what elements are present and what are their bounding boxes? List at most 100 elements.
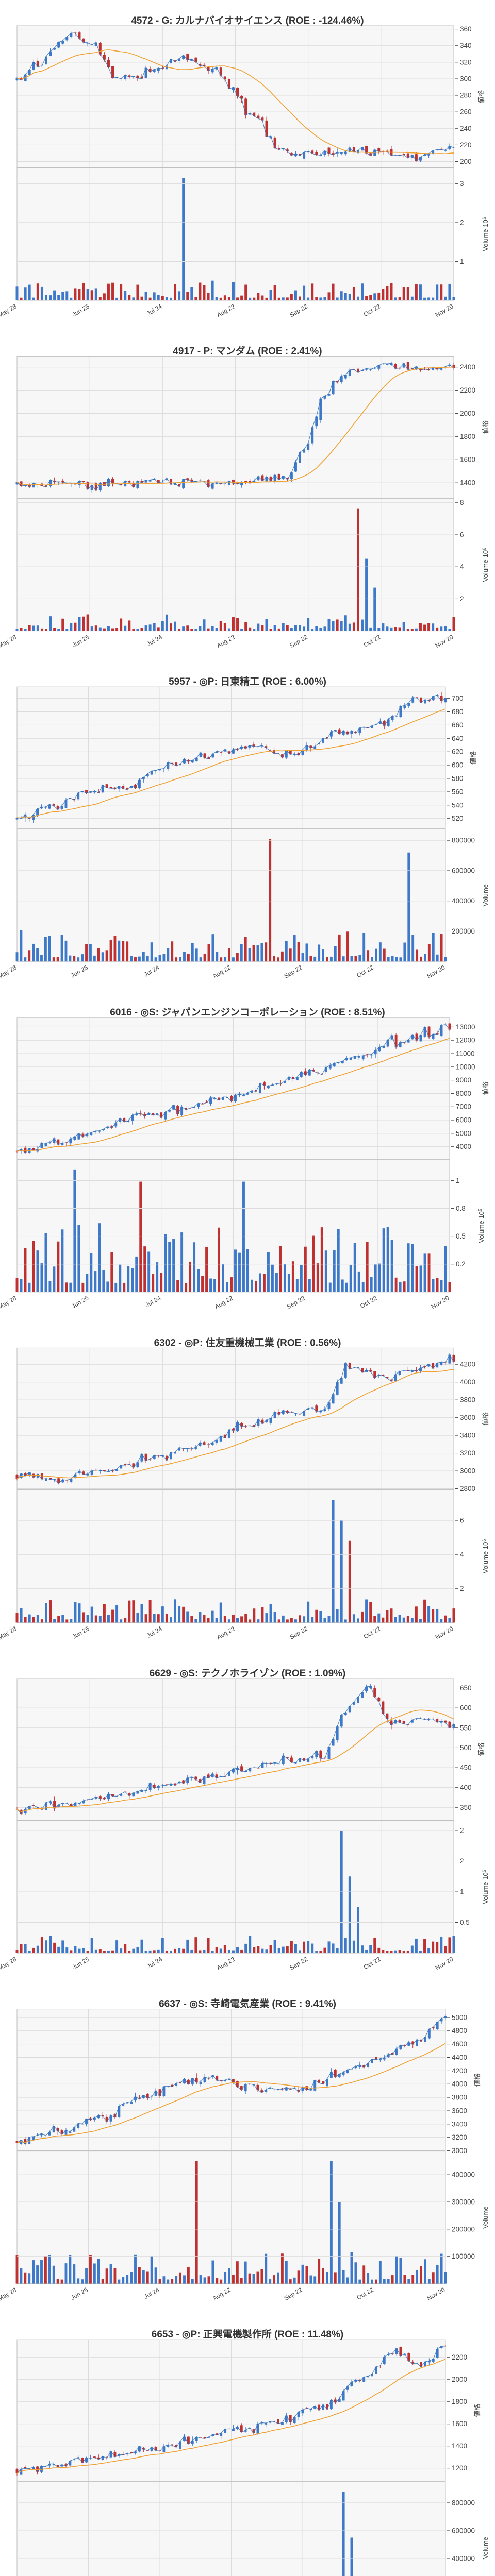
svg-text:320: 320	[460, 58, 472, 66]
svg-text:520: 520	[452, 815, 464, 822]
svg-text:13000: 13000	[456, 1023, 475, 1031]
svg-text:1: 1	[460, 1888, 464, 1896]
svg-text:9000: 9000	[456, 1076, 471, 1084]
svg-text:10000: 10000	[456, 1063, 475, 1071]
svg-text:4200: 4200	[460, 1361, 475, 1368]
svg-text:5000: 5000	[456, 1129, 471, 1137]
svg-text:値格: 値格	[473, 2073, 481, 2087]
svg-text:値格: 値格	[482, 1081, 489, 1095]
svg-text:6653 - ◎P: 正興電機製作所 (ROE : 11.4: 6653 - ◎P: 正興電機製作所 (ROE : 11.48%)	[152, 2328, 343, 2340]
svg-text:Volume: Volume	[482, 2206, 489, 2228]
svg-text:1400: 1400	[452, 2442, 467, 2450]
svg-text:360: 360	[460, 25, 472, 33]
svg-text:540: 540	[452, 801, 464, 809]
svg-text:240: 240	[460, 125, 472, 132]
svg-text:2: 2	[460, 1857, 464, 1865]
svg-text:Volume 106: Volume 106	[482, 1870, 489, 1904]
svg-text:Volume: Volume	[482, 2537, 489, 2559]
svg-text:値格: 値格	[477, 1742, 485, 1756]
svg-text:6: 6	[460, 531, 464, 538]
svg-text:8000: 8000	[456, 1090, 471, 1097]
svg-text:4917 - P: マンダム (ROE : 2.41%): 4917 - P: マンダム (ROE : 2.41%)	[173, 345, 322, 357]
svg-text:2000: 2000	[460, 410, 475, 417]
svg-text:1600: 1600	[452, 2420, 467, 2428]
svg-text:値格: 値格	[482, 1412, 489, 1426]
svg-text:3600: 3600	[460, 1414, 475, 1421]
svg-text:3000: 3000	[460, 1467, 475, 1475]
svg-text:260: 260	[460, 108, 472, 116]
svg-text:600000: 600000	[452, 867, 475, 874]
svg-text:400000: 400000	[452, 2171, 475, 2179]
svg-text:600000: 600000	[452, 2527, 475, 2534]
svg-text:4200: 4200	[452, 2067, 467, 2075]
svg-text:Volume: Volume	[482, 884, 489, 906]
svg-text:1800: 1800	[452, 2398, 467, 2405]
svg-text:680: 680	[452, 708, 464, 716]
svg-text:4572 - G: カルナバイオサイエンス (ROE : -: 4572 - G: カルナバイオサイエンス (ROE : -124.46%)	[131, 15, 364, 26]
svg-text:3600: 3600	[452, 2107, 467, 2114]
svg-text:1800: 1800	[460, 433, 475, 440]
svg-text:4400: 4400	[452, 2054, 467, 2061]
svg-text:340: 340	[460, 42, 472, 49]
svg-text:2: 2	[460, 218, 464, 226]
svg-text:値格: 値格	[473, 2404, 481, 2417]
svg-text:3400: 3400	[452, 2120, 467, 2128]
svg-text:3200: 3200	[452, 2133, 467, 2141]
svg-text:300000: 300000	[452, 2198, 475, 2206]
svg-text:3800: 3800	[452, 2094, 467, 2102]
svg-text:値格: 値格	[482, 420, 489, 434]
svg-text:200: 200	[460, 158, 472, 165]
svg-text:600: 600	[452, 761, 464, 769]
svg-text:280: 280	[460, 92, 472, 99]
svg-text:800000: 800000	[452, 2499, 475, 2506]
svg-text:3200: 3200	[460, 1449, 475, 1457]
svg-text:400: 400	[460, 1784, 472, 1791]
svg-text:2200: 2200	[452, 2353, 467, 2361]
svg-text:6629 - ◎S: テクノホライゾン (ROE : 1.0: 6629 - ◎S: テクノホライゾン (ROE : 1.09%)	[150, 1668, 346, 1679]
svg-text:1400: 1400	[460, 479, 475, 487]
svg-text:5957 - ◎P: 日東精工 (ROE : 6.00%): 5957 - ◎P: 日東精工 (ROE : 6.00%)	[169, 675, 326, 687]
svg-text:値格: 値格	[477, 90, 485, 103]
svg-text:450: 450	[460, 1764, 472, 1772]
svg-text:220: 220	[460, 141, 472, 149]
svg-text:4000: 4000	[460, 1378, 475, 1386]
svg-text:640: 640	[452, 735, 464, 742]
svg-text:600: 600	[460, 1704, 472, 1712]
svg-text:4000: 4000	[452, 2080, 467, 2088]
svg-text:2800: 2800	[460, 1485, 475, 1493]
svg-text:3400: 3400	[460, 1432, 475, 1439]
svg-text:値格: 値格	[469, 751, 477, 765]
svg-text:580: 580	[452, 775, 464, 783]
svg-text:0.5: 0.5	[460, 1919, 470, 1926]
svg-text:400000: 400000	[452, 2555, 475, 2563]
svg-text:1600: 1600	[460, 456, 475, 464]
svg-text:6016 - ◎S: ジャパンエンジンコーポレーション (R: 6016 - ◎S: ジャパンエンジンコーポレーション (ROE : 8.51%…	[110, 1006, 385, 1018]
svg-text:1: 1	[460, 258, 464, 265]
svg-text:6: 6	[460, 1517, 464, 1524]
svg-text:4800: 4800	[452, 2027, 467, 2035]
svg-text:200000: 200000	[452, 2225, 475, 2233]
svg-text:100000: 100000	[452, 2252, 475, 2260]
svg-text:5000: 5000	[452, 2013, 467, 2021]
svg-text:500: 500	[460, 1744, 472, 1752]
svg-text:1200: 1200	[452, 2464, 467, 2472]
svg-text:400000: 400000	[452, 897, 475, 905]
svg-text:0.5: 0.5	[456, 1232, 466, 1240]
svg-text:550: 550	[460, 1724, 472, 1732]
svg-text:650: 650	[460, 1684, 472, 1692]
svg-text:Volume 106: Volume 106	[482, 1539, 489, 1573]
svg-text:200000: 200000	[452, 927, 475, 935]
svg-text:6302 - ◎P: 住友重機械工業 (ROE : 0.56: 6302 - ◎P: 住友重機械工業 (ROE : 0.56%)	[154, 1336, 341, 1348]
svg-text:2: 2	[460, 1827, 464, 1835]
svg-text:6637 - ◎S: 寺崎電気産業 (ROE : 9.41%: 6637 - ◎S: 寺崎電気産業 (ROE : 9.41%)	[159, 1998, 336, 2010]
svg-text:2: 2	[460, 1585, 464, 1592]
svg-text:1: 1	[456, 1177, 460, 1184]
svg-text:2: 2	[460, 595, 464, 603]
svg-text:660: 660	[452, 721, 464, 729]
svg-text:8: 8	[460, 499, 464, 506]
svg-text:300: 300	[460, 75, 472, 82]
svg-text:700: 700	[452, 694, 464, 702]
svg-text:7000: 7000	[456, 1103, 471, 1111]
svg-text:3000: 3000	[452, 2147, 467, 2155]
svg-text:0.8: 0.8	[456, 1205, 466, 1212]
